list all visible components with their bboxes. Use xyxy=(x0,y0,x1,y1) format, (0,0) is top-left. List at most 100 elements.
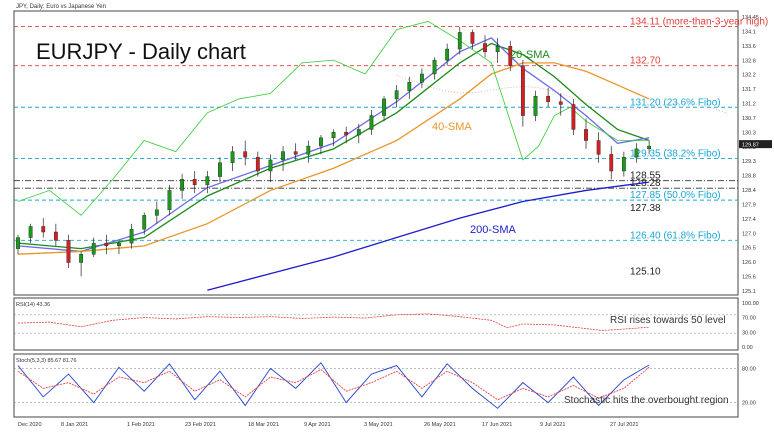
x-tick-label: 26 May 2021 xyxy=(424,422,456,428)
x-tick-label: 1 Feb 2021 xyxy=(127,422,155,428)
x-tick-label: 9 Apr 2021 xyxy=(304,422,331,428)
level-label: 128.55 xyxy=(630,171,661,182)
candle-body xyxy=(28,226,33,238)
x-tick-label: Dec 2020 xyxy=(18,422,42,428)
price-y-tick: 125.1 xyxy=(742,289,756,295)
candle-body xyxy=(470,32,475,44)
price-y-tick: 134.45 xyxy=(742,15,759,21)
level-label: 128.28 xyxy=(630,178,661,189)
candle-body xyxy=(420,73,424,83)
candle-body xyxy=(483,43,487,53)
price-y-tick: 125.6 xyxy=(742,275,756,281)
candle-body xyxy=(558,101,563,105)
x-tick-label: 3 May 2021 xyxy=(364,422,393,428)
candle-body xyxy=(369,115,374,130)
x-tick-label: 27 Jul 2021 xyxy=(610,422,638,428)
rsi-label: RSI(14) 43.36 xyxy=(16,302,50,308)
level-label: 126.40 (61.8% Fibo) xyxy=(630,230,721,241)
stoch-annotation: Stochastic hits the overbought region xyxy=(564,395,729,406)
price-y-tick: 129.3 xyxy=(742,159,756,165)
candle-body xyxy=(634,148,639,158)
rsi-line xyxy=(17,313,650,331)
series-annotation: 20-SMA xyxy=(510,49,550,61)
chart-title: EURJPY - Daily chart xyxy=(36,39,246,64)
series-line-40-sma xyxy=(17,62,650,255)
stoch-d-line xyxy=(17,366,650,401)
candle-body xyxy=(596,140,601,155)
level-label: 134.11 (more-than-3-year high) xyxy=(630,17,768,28)
x-tick-label: 18 Mar 2021 xyxy=(248,422,279,428)
candle-body xyxy=(91,242,96,255)
candle-body xyxy=(508,46,513,66)
price-y-tick: 127.4 xyxy=(742,217,756,223)
candle-body xyxy=(243,151,248,158)
candle-body xyxy=(180,179,184,191)
level-label: 129.35 (38.2% Fibo) xyxy=(630,149,721,160)
candle-body xyxy=(306,145,311,155)
stoch-label: Stoch(5,3,3) 85.67 81.76 xyxy=(16,358,77,364)
candle-body xyxy=(621,156,626,172)
candle-body xyxy=(319,137,323,147)
price-tag xyxy=(739,140,772,149)
stoch-y-tick: 20.00 xyxy=(742,401,756,407)
candle-body xyxy=(129,229,134,244)
series-line-20-sma xyxy=(17,42,650,250)
price-y-tick: 134.1 xyxy=(742,29,756,35)
level-label: 125.10 xyxy=(630,266,661,277)
candle-body xyxy=(268,159,273,172)
price-y-tick: 133.6 xyxy=(742,44,756,50)
price-y-tick: 126.5 xyxy=(742,246,756,252)
candle-body xyxy=(344,132,349,136)
rsi-y-tick: 0.00 xyxy=(742,345,753,351)
candle-body xyxy=(255,156,260,172)
candle-body xyxy=(495,46,500,53)
price-y-tick: 128.4 xyxy=(742,188,756,194)
series-line-aux-4 xyxy=(17,20,650,216)
price-y-tick: 130.3 xyxy=(742,130,756,136)
stochastic-panel xyxy=(13,353,739,418)
candle-body xyxy=(293,151,298,155)
price-y-tick: 130.7 xyxy=(742,116,756,122)
candle-body xyxy=(142,215,147,230)
candle-body xyxy=(117,242,121,247)
price-y-tick: 131.7 xyxy=(742,87,756,93)
candle-body xyxy=(457,32,462,50)
stoch-k-line xyxy=(17,361,650,409)
candle-body xyxy=(382,98,386,116)
candle-body xyxy=(192,179,197,186)
x-tick-label: 17 Jun 2021 xyxy=(482,422,512,428)
series-annotation: 40-SMA xyxy=(432,121,472,133)
series-annotation: 200-SMA xyxy=(470,224,517,236)
series-line-200-sma xyxy=(207,181,650,291)
candle-body xyxy=(281,151,285,161)
price-tag-label: 129.87 xyxy=(742,143,759,149)
price-y-tick: 128.8 xyxy=(742,174,756,180)
candle-body xyxy=(394,90,399,100)
candle-body xyxy=(331,132,336,138)
ichimoku-cloud-line xyxy=(396,74,729,114)
x-tick-label: 9 Jul 2021 xyxy=(540,422,565,428)
candle-body xyxy=(218,162,222,177)
price-y-tick: 127.0 xyxy=(742,231,756,237)
candle-body xyxy=(167,190,172,211)
candle-body xyxy=(41,226,46,233)
x-tick-label: 8 Jan 2021 xyxy=(61,422,88,428)
price-y-tick: 132.8 xyxy=(742,58,756,64)
stoch-y-tick: 80.00 xyxy=(742,366,756,372)
candle-body xyxy=(520,65,525,116)
series-line-aux-1 xyxy=(17,37,650,253)
rsi-y-tick: 100.00 xyxy=(742,301,759,307)
candle-body xyxy=(445,48,450,61)
rsi-y-tick: 30.00 xyxy=(742,330,756,336)
candle-body xyxy=(584,129,588,141)
candle-body xyxy=(205,176,210,186)
level-label: 132.70 xyxy=(630,56,661,67)
price-y-tick: 126.0 xyxy=(742,260,756,266)
candle-body xyxy=(230,151,235,163)
candle-body xyxy=(53,231,58,241)
candle-body xyxy=(154,209,159,216)
candle-body xyxy=(546,95,551,102)
candle-body xyxy=(647,145,652,150)
rsi-y-tick: 70.00 xyxy=(742,316,756,322)
candle-body xyxy=(407,82,412,91)
